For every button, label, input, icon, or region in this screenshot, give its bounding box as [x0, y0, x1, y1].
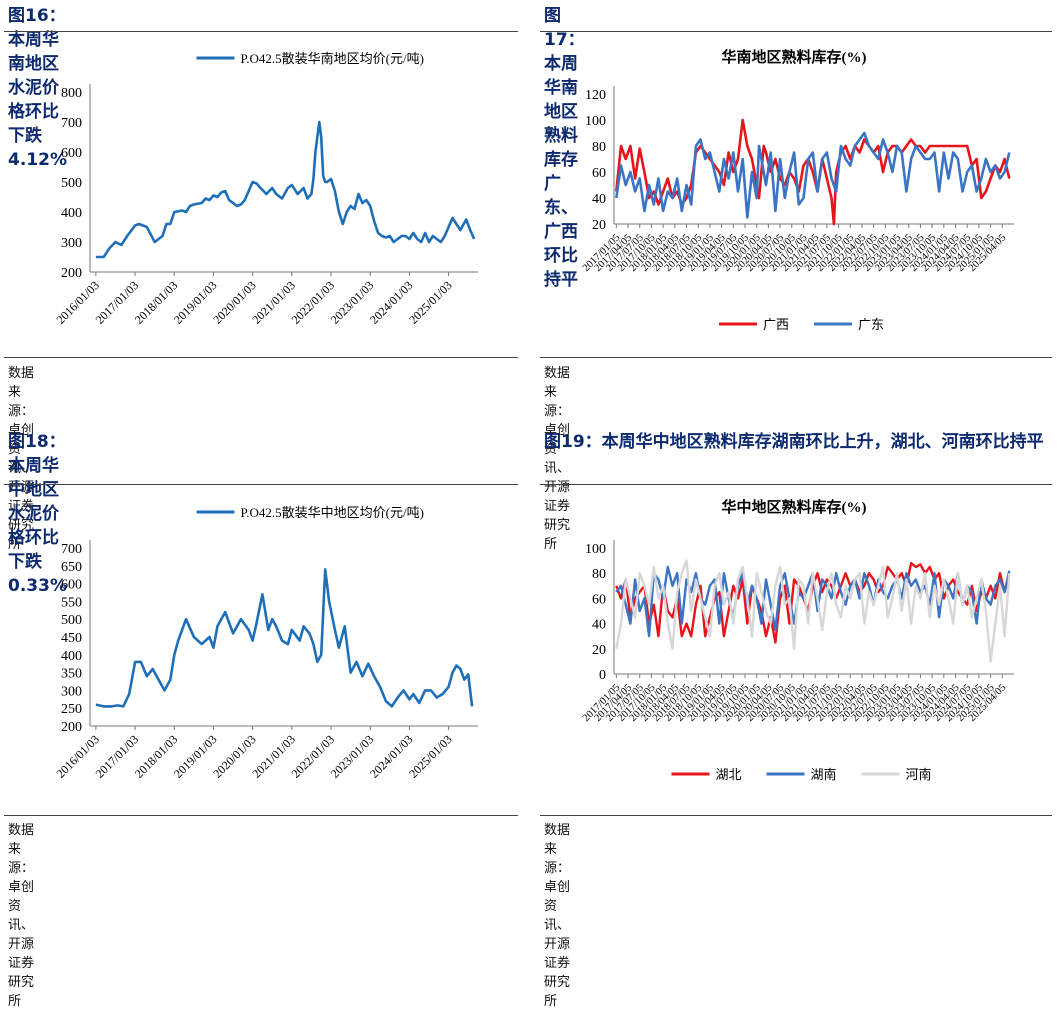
y-tick-label: 650 [61, 560, 82, 575]
y-tick-label: 700 [61, 542, 82, 557]
y-tick-label: 500 [61, 613, 82, 628]
y-tick-label: 20 [592, 643, 606, 658]
figure-17-rule-bottom [540, 357, 1052, 358]
y-tick-label: 700 [61, 116, 82, 131]
y-tick-label: 60 [592, 166, 606, 181]
legend-label: P.O42.5散装华南地区均价(元/吨) [241, 51, 424, 66]
figure-16-rule [4, 31, 518, 32]
y-tick-label: 400 [61, 649, 82, 664]
x-tick-label: 2025/01/03 [406, 732, 455, 781]
legend-label: 湖南 [811, 767, 837, 782]
legend-label: 河南 [906, 767, 932, 782]
y-tick-label: 80 [592, 567, 606, 582]
figure-16-title: 图16：本周华南地区水泥价格环比下跌 4.12% [8, 6, 67, 170]
legend-label: 广东 [858, 317, 884, 332]
y-tick-label: 400 [61, 206, 82, 221]
y-tick-label: 200 [61, 720, 82, 735]
series-line-P.O42.5散装华中地区均价(元/吨) [95, 568, 474, 708]
series-line-广东 [615, 131, 1011, 219]
figure-16-source: 数据来源：卓创资讯、开源证券研究所 [8, 366, 35, 552]
figure-16-rule-bottom [4, 357, 518, 358]
figure-19-chart: 华中地区熟料库存(%)0204060801002017/01/052017/04… [581, 498, 1014, 782]
y-tick-label: 200 [61, 266, 82, 281]
y-tick-label: 100 [585, 114, 606, 129]
figure-19-source: 数据来源：卓创资讯、开源证券研究所 [544, 823, 571, 1009]
y-tick-label: 350 [61, 667, 82, 682]
figure-19-rule-bottom [540, 815, 1052, 816]
y-tick-label: 20 [592, 218, 606, 233]
y-tick-label: 0 [599, 668, 606, 683]
y-tick-label: 500 [61, 176, 82, 191]
figure-17-title: 图17：本周华南地区熟料库存广东、广西环比持平 [544, 6, 585, 290]
figure-19-title: 图19：本周华中地区熟料库存湖南环比上升，湖北、河南环比持平 [544, 432, 1044, 452]
y-tick-label: 60 [592, 592, 606, 607]
figure-17-source: 数据来源：卓创资讯、开源证券研究所 [544, 366, 571, 552]
y-tick-label: 600 [61, 578, 82, 593]
y-tick-label: 300 [61, 236, 82, 251]
y-tick-label: 40 [592, 618, 606, 633]
y-tick-label: 550 [61, 595, 82, 610]
chart-title: 华中地区熟料库存(%) [722, 498, 867, 516]
series-line-P.O42.5散装华南地区均价(元/吨) [95, 120, 476, 259]
figure-18-rule [4, 484, 518, 485]
figure-17-chart: 华南地区熟料库存(%)204060801001202017/01/052017/… [581, 48, 1014, 332]
figure-18-rule-bottom [4, 815, 518, 816]
figure-18-chart: 2002503003504004505005506006507002016/01… [53, 505, 478, 781]
y-tick-label: 450 [61, 631, 82, 646]
series-line-河南 [615, 559, 1011, 663]
y-tick-label: 120 [585, 88, 606, 103]
legend-label: 广西 [763, 317, 789, 332]
figure-18-source: 数据来源：卓创资讯、开源证券研究所 [8, 823, 35, 1009]
legend-label: P.O42.5散装华中地区均价(元/吨) [241, 505, 424, 520]
y-tick-label: 250 [61, 702, 82, 717]
chart-title: 华南地区熟料库存(%) [722, 48, 867, 66]
y-tick-label: 800 [61, 86, 82, 101]
figure-17-rule [540, 31, 1052, 32]
y-tick-label: 100 [585, 542, 606, 557]
y-tick-label: 40 [592, 192, 606, 207]
figure-19-rule [540, 484, 1052, 485]
y-tick-label: 600 [61, 146, 82, 161]
legend-label: 湖北 [716, 767, 742, 782]
figure-18-title: 图18：本周华中地区水泥价格环比下跌 0.33% [8, 432, 67, 596]
figure-16-chart: 2003004005006007008002016/01/032017/01/0… [53, 51, 478, 327]
x-tick-label: 2025/01/03 [406, 278, 455, 327]
y-tick-label: 80 [592, 140, 606, 155]
y-tick-label: 300 [61, 684, 82, 699]
